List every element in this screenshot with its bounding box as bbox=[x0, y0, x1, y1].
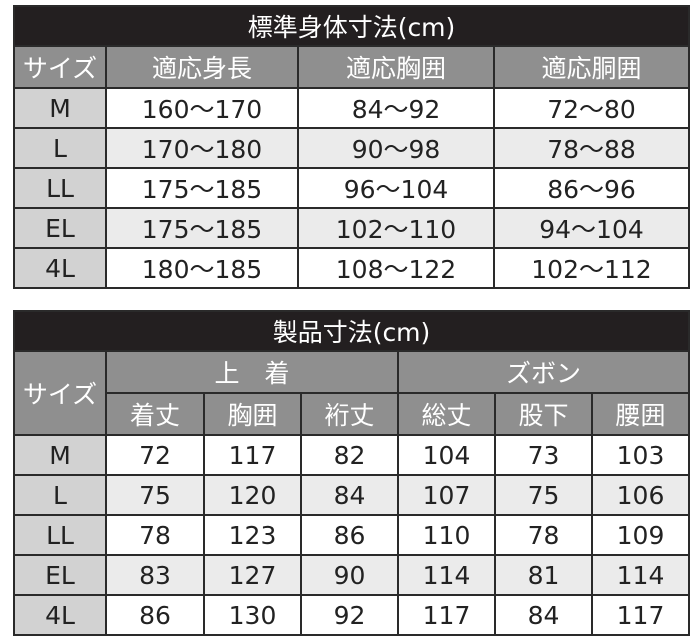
table-cell: 82 bbox=[300, 434, 399, 476]
table-cell: 81 bbox=[494, 554, 593, 596]
column-header: サイズ bbox=[13, 45, 107, 89]
size-label: 4L bbox=[13, 247, 107, 289]
size-label: L bbox=[13, 474, 107, 516]
group-header-jacket: 上 着 bbox=[105, 350, 399, 394]
table-cell: 96〜104 bbox=[297, 167, 495, 209]
table-cell: 127 bbox=[203, 554, 302, 596]
table-cell: 75 bbox=[494, 474, 593, 516]
table-cell: 102〜110 bbox=[297, 207, 495, 249]
table-cell: 114 bbox=[591, 554, 690, 596]
column-header: 股下 bbox=[494, 392, 593, 436]
table-cell: 103 bbox=[591, 434, 690, 476]
table-cell: 180〜185 bbox=[105, 247, 299, 289]
table-row: LL 78 123 86 110 78 109 bbox=[13, 514, 690, 556]
table-cell: 117 bbox=[397, 594, 496, 636]
size-label: EL bbox=[13, 554, 107, 596]
size-label: 4L bbox=[13, 594, 107, 636]
size-label: LL bbox=[13, 514, 107, 556]
table-cell: 175〜185 bbox=[105, 207, 299, 249]
table-cell: 73 bbox=[494, 434, 593, 476]
column-header: 着丈 bbox=[105, 392, 205, 436]
table-cell: 83 bbox=[105, 554, 205, 596]
table-cell: 107 bbox=[397, 474, 496, 516]
table-cell: 86〜96 bbox=[493, 167, 690, 209]
size-header: サイズ bbox=[13, 350, 107, 436]
table-cell: 90〜98 bbox=[297, 127, 495, 169]
table-cell: 90 bbox=[300, 554, 399, 596]
table-cell: 102〜112 bbox=[493, 247, 690, 289]
column-header: 総丈 bbox=[397, 392, 496, 436]
size-label: L bbox=[13, 127, 107, 169]
table-cell: 117 bbox=[203, 434, 302, 476]
table-cell: 120 bbox=[203, 474, 302, 516]
table-cell: 78 bbox=[105, 514, 205, 556]
table-cell: 117 bbox=[591, 594, 690, 636]
table-cell: 108〜122 bbox=[297, 247, 495, 289]
size-label: M bbox=[13, 87, 107, 129]
table-cell: 175〜185 bbox=[105, 167, 299, 209]
column-header: 適応身長 bbox=[105, 45, 299, 89]
table-row: 4L 180〜185 108〜122 102〜112 bbox=[13, 247, 690, 289]
table-cell: 75 bbox=[105, 474, 205, 516]
table-row: EL 175〜185 102〜110 94〜104 bbox=[13, 207, 690, 249]
table-row: M 72 117 82 104 73 103 bbox=[13, 434, 690, 476]
table-cell: 123 bbox=[203, 514, 302, 556]
table-cell: 106 bbox=[591, 474, 690, 516]
table-cell: 72 bbox=[105, 434, 205, 476]
table-cell: 130 bbox=[203, 594, 302, 636]
table-cell: 104 bbox=[397, 434, 496, 476]
body-size-table: 標準身体寸法(cm) サイズ 適応身長 適応胸囲 適応胴囲 M 160〜170 84〜92… bbox=[13, 5, 690, 289]
size-label: EL bbox=[13, 207, 107, 249]
table-cell: 160〜170 bbox=[105, 87, 299, 129]
column-header: 適応胴囲 bbox=[493, 45, 690, 89]
table-cell: 94〜104 bbox=[493, 207, 690, 249]
table-cell: 114 bbox=[397, 554, 496, 596]
column-header: 胸囲 bbox=[203, 392, 302, 436]
table-row: EL 83 127 90 114 81 114 bbox=[13, 554, 690, 596]
table-cell: 86 bbox=[105, 594, 205, 636]
table-cell: 84〜92 bbox=[297, 87, 495, 129]
table-cell: 170〜180 bbox=[105, 127, 299, 169]
table-cell: 86 bbox=[300, 514, 399, 556]
table-row: M 160〜170 84〜92 72〜80 bbox=[13, 87, 690, 129]
table-cell: 72〜80 bbox=[493, 87, 690, 129]
table-row: L 170〜180 90〜98 78〜88 bbox=[13, 127, 690, 169]
table-cell: 92 bbox=[300, 594, 399, 636]
product-size-table: 製品寸法(cm) サイズ 上 着 ズボン 着丈 胸囲 裄丈 総丈 股下 腰囲 M 72 117… bbox=[13, 310, 690, 636]
table-row: 4L 86 130 92 117 84 117 bbox=[13, 594, 690, 636]
column-header: 適応胸囲 bbox=[297, 45, 495, 89]
table-title: 標準身体寸法(cm) bbox=[13, 5, 690, 47]
table-cell: 78〜88 bbox=[493, 127, 690, 169]
column-header: 腰囲 bbox=[591, 392, 690, 436]
table-row: L 75 120 84 107 75 106 bbox=[13, 474, 690, 516]
table-row: LL 175〜185 96〜104 86〜96 bbox=[13, 167, 690, 209]
table-cell: 84 bbox=[494, 594, 593, 636]
column-header: 裄丈 bbox=[300, 392, 399, 436]
size-label: M bbox=[13, 434, 107, 476]
table-cell: 84 bbox=[300, 474, 399, 516]
table-cell: 78 bbox=[494, 514, 593, 556]
size-label: LL bbox=[13, 167, 107, 209]
table-cell: 110 bbox=[397, 514, 496, 556]
group-header-pants: ズボン bbox=[397, 350, 690, 394]
table-title: 製品寸法(cm) bbox=[13, 310, 690, 352]
table-cell: 109 bbox=[591, 514, 690, 556]
